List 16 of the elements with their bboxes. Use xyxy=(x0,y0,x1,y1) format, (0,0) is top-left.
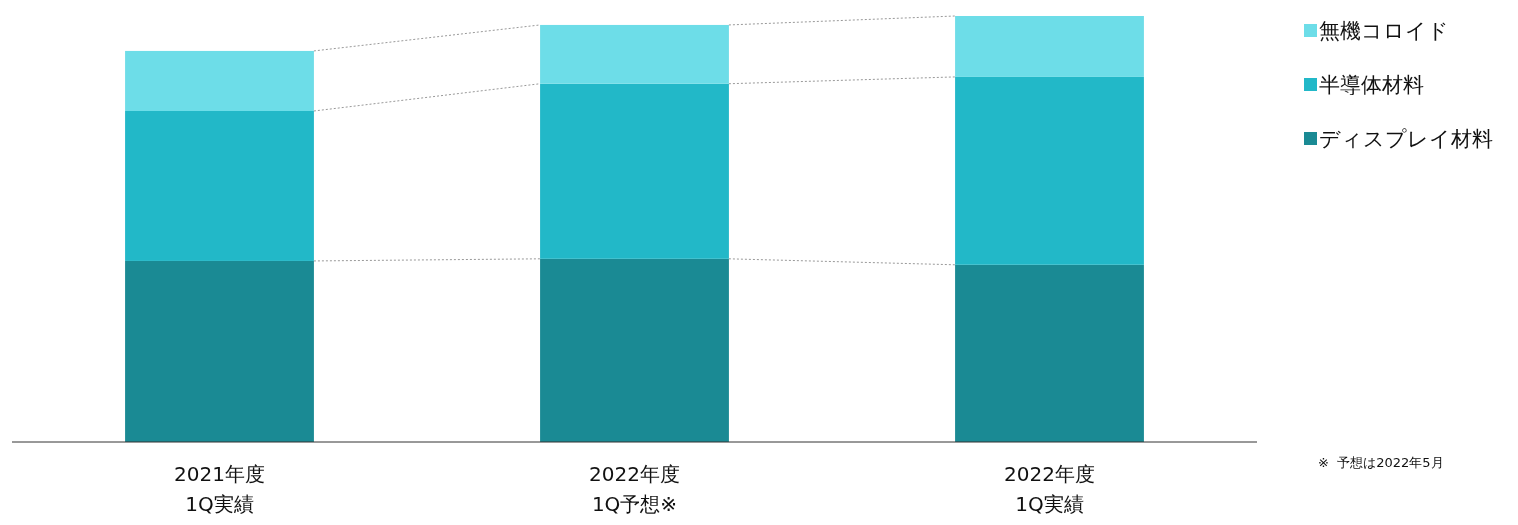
x-tick-label: 2021年度 1Q実績 xyxy=(174,462,265,516)
legend-label: 無機コロイド xyxy=(1319,19,1449,43)
bar xyxy=(540,83,729,259)
bar xyxy=(540,258,729,442)
x-tick-label: 2022年度 1Q予想※ xyxy=(589,462,680,516)
legend-label: 半導体材料 xyxy=(1319,73,1424,97)
bar xyxy=(125,50,314,111)
bar xyxy=(955,264,1144,442)
text: ※ 予想は2022年5月 xyxy=(1318,455,1444,470)
bar xyxy=(955,76,1144,265)
legend-label: ディスプレイ材料 xyxy=(1319,127,1493,151)
bar xyxy=(125,260,314,442)
bar xyxy=(955,16,1144,77)
bar xyxy=(125,111,314,261)
bar xyxy=(540,24,729,84)
x-tick-label: 2022年度 1Q実績 xyxy=(1004,462,1095,516)
